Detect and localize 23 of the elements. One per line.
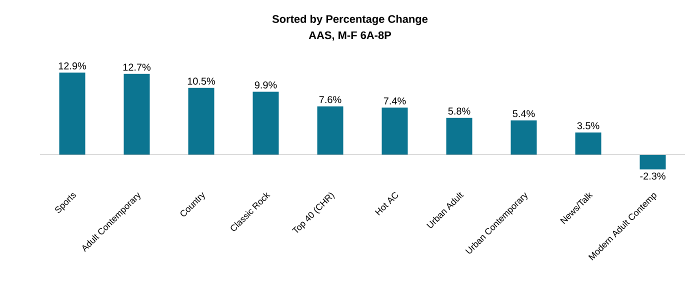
bar: [640, 154, 666, 170]
data-label: 3.5%: [577, 122, 600, 130]
data-label: 5.8%: [448, 108, 470, 115]
bar: [446, 118, 472, 155]
bar: [188, 88, 214, 155]
chart-title: Sorted by Percentage Change: [272, 14, 428, 26]
data-label: 10.5%: [188, 78, 216, 85]
bar: [382, 108, 408, 155]
data-label: -2.3%: [640, 172, 666, 180]
data-label: 9.9%: [254, 81, 277, 89]
bar: [59, 72, 86, 155]
data-label: 7.4%: [384, 97, 406, 104]
bar: [252, 92, 279, 155]
bar: [575, 132, 602, 155]
bar: [510, 120, 537, 155]
chart-subtitle: AAS, M-F 6A-8P: [308, 31, 392, 41]
data-label: 12.7%: [123, 64, 151, 71]
x-tick-label: Hot AC: [374, 192, 398, 216]
bar: [317, 106, 344, 155]
data-label: 7.6%: [319, 96, 342, 104]
data-label: 12.9%: [58, 62, 86, 70]
data-label: 5.4%: [512, 110, 535, 118]
bar: [124, 74, 150, 155]
